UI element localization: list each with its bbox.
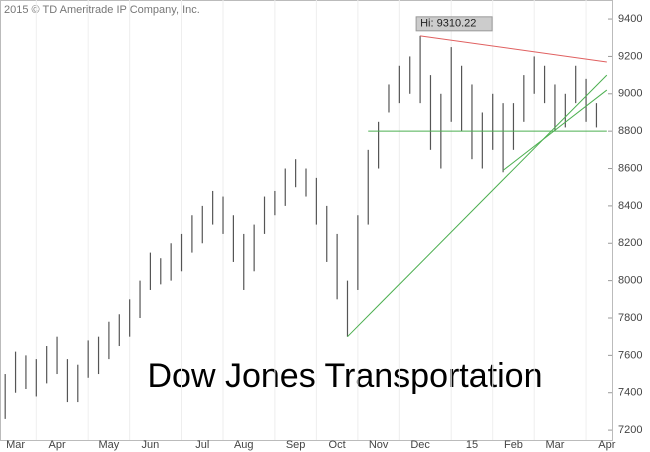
y-tick-label: 7800: [618, 312, 642, 324]
hi-label-box: [415, 16, 493, 32]
x-tick-label: Nov: [369, 439, 389, 451]
y-tick-label: 8400: [618, 200, 642, 212]
y-tick-label: 9200: [618, 50, 642, 62]
y-tick-label: 7600: [618, 349, 642, 361]
y-tick-label: 9400: [618, 13, 642, 25]
y-tick-label: 8800: [618, 125, 642, 137]
hi-label: Hi: 9310.22: [420, 18, 476, 30]
y-tick-label: 9000: [618, 88, 642, 100]
y-tick-label: 7400: [618, 387, 642, 399]
y-tick-label: 8000: [618, 275, 642, 287]
x-tick-label: Feb: [504, 439, 523, 451]
chart-title: Dow Jones Transportation: [148, 357, 543, 395]
trendline: [347, 74, 608, 338]
y-tick-label: 7200: [618, 424, 642, 436]
y-tick-label: 8200: [618, 237, 642, 249]
x-tick-label: 15: [466, 439, 478, 451]
x-tick-label: Jun: [142, 439, 160, 451]
copyright: 2015 © TD Ameritrade IP Company, Inc.: [4, 4, 200, 16]
x-tick-label: Oct: [329, 439, 346, 451]
x-tick-label: Mar: [6, 439, 25, 451]
trendline: [502, 89, 608, 171]
trendline: [420, 35, 607, 63]
x-tick-label: Sep: [286, 439, 306, 451]
x-tick-label: Jul: [195, 439, 209, 451]
x-tick-label: Apr: [48, 439, 65, 451]
x-tick-label: Mar: [545, 439, 564, 451]
x-tick-label: Aug: [234, 439, 254, 451]
y-tick-label: 8600: [618, 162, 642, 174]
x-tick-label: Apr: [598, 439, 615, 451]
x-tick-label: May: [99, 439, 120, 451]
x-tick-label: Dec: [410, 439, 430, 451]
plot-frame: [0, 0, 613, 441]
